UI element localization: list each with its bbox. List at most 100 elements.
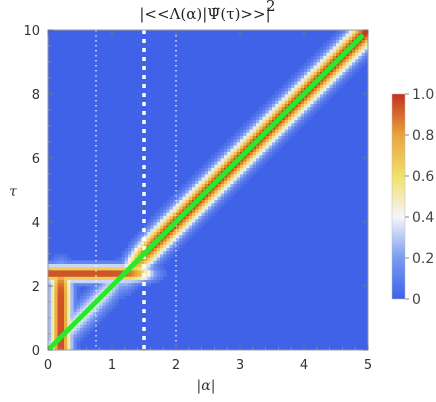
heatmap-cell	[217, 158, 222, 162]
heatmap-cell	[108, 273, 113, 277]
heatmap-cell	[80, 266, 84, 271]
heatmap-cell	[102, 311, 106, 316]
heatmap-cell	[316, 62, 321, 66]
heatmap-cell	[259, 122, 263, 127]
heatmap-cell	[230, 145, 234, 149]
heatmap-cell	[243, 132, 247, 136]
heatmap-cell	[64, 298, 68, 303]
heatmap-cell	[70, 279, 74, 284]
heatmap-cell	[137, 247, 142, 252]
heatmap-cell	[268, 129, 273, 133]
heatmap-cell	[227, 142, 231, 146]
heatmap-cell	[198, 174, 202, 178]
heatmap-cell	[121, 279, 126, 284]
heatmap-cell	[297, 103, 302, 108]
heatmap-cell	[220, 164, 225, 168]
heatmap-cell	[150, 234, 154, 239]
heatmap-cell	[281, 84, 286, 88]
heatmap-cell	[166, 244, 170, 248]
heatmap-cell	[300, 65, 305, 69]
heatmap-cell	[291, 116, 295, 120]
heatmap-cell	[128, 292, 132, 296]
heatmap-cell	[236, 151, 241, 156]
heatmap-cell	[243, 145, 247, 149]
heatmap-cell	[236, 148, 241, 152]
heatmap-cell	[140, 260, 145, 264]
heatmap-cell	[316, 84, 321, 88]
heatmap-cell	[195, 218, 199, 223]
heatmap-cell	[57, 308, 62, 312]
heatmap-cell	[204, 196, 209, 200]
heatmap-cell	[243, 161, 247, 165]
heatmap-cell	[297, 87, 302, 92]
heatmap-cell	[172, 196, 177, 200]
heatmap-cell	[307, 110, 311, 114]
heatmap-cell	[51, 257, 55, 261]
heatmap-cell	[182, 222, 186, 226]
heatmap-cell	[73, 282, 78, 287]
heatmap-cell	[137, 244, 142, 248]
heatmap-cell	[140, 241, 145, 245]
heatmap-cell	[307, 97, 311, 101]
heatmap-cell	[192, 212, 196, 216]
heatmap-cell	[256, 122, 260, 127]
heatmap-cell	[134, 286, 138, 290]
heatmap-cell	[310, 78, 314, 82]
heatmap-cell	[67, 340, 71, 344]
heatmap-cell	[201, 209, 206, 213]
heatmap-cell	[332, 42, 337, 47]
heatmap-cell	[118, 257, 122, 261]
heatmap-cell	[320, 65, 324, 69]
y-axis-label: τ	[9, 184, 17, 200]
heatmap-cell	[358, 65, 362, 69]
heatmap-cell	[54, 254, 58, 258]
heatmap-cell	[323, 78, 327, 82]
heatmap-cell	[67, 302, 71, 306]
heatmap-cell	[172, 228, 177, 232]
heatmap-cell	[297, 81, 302, 85]
heatmap-cell	[147, 266, 151, 271]
heatmap-cell	[160, 206, 164, 210]
heatmap-cell	[54, 330, 58, 335]
heatmap-cell	[179, 186, 183, 191]
heatmap-cell	[147, 250, 151, 255]
heatmap-cell	[121, 260, 126, 264]
heatmap-cell	[185, 186, 190, 191]
heatmap-cell	[256, 148, 260, 152]
heatmap-cell	[96, 318, 100, 322]
heatmap-cell	[217, 186, 222, 191]
heatmap-cell	[217, 193, 222, 197]
heatmap-cell	[115, 298, 119, 303]
heatmap-cell	[96, 260, 100, 264]
heatmap-cell	[115, 289, 119, 293]
heatmap-cell	[156, 263, 161, 268]
heatmap-cell	[115, 260, 119, 264]
heatmap-cell	[313, 68, 318, 72]
heatmap-cell	[339, 71, 343, 76]
heatmap-cell	[102, 282, 106, 287]
heatmap-cell	[236, 142, 241, 146]
heatmap-cell	[70, 266, 74, 271]
heatmap-cell	[336, 52, 340, 56]
heatmap-cell	[134, 273, 138, 277]
heatmap-cell	[188, 183, 193, 188]
heatmap-cell	[352, 68, 356, 72]
heatmap-cell	[246, 132, 250, 136]
heatmap-cell	[57, 282, 62, 287]
heatmap-cell	[256, 119, 260, 124]
heatmap-cell	[284, 100, 289, 104]
heatmap-cell	[185, 190, 190, 194]
heatmap-cell	[272, 94, 276, 98]
heatmap-cell	[307, 71, 311, 76]
heatmap-cell	[361, 52, 366, 56]
heatmap-cell	[233, 135, 238, 140]
heatmap-cell	[64, 337, 68, 341]
heatmap-cell	[134, 244, 138, 248]
heatmap-cell	[70, 286, 74, 290]
heatmap-cell	[214, 183, 218, 188]
heatmap-cell	[86, 314, 90, 319]
heatmap-cell	[230, 138, 234, 143]
heatmap-cell	[288, 113, 292, 117]
heatmap-cell	[329, 36, 334, 40]
heatmap-cell	[204, 164, 209, 168]
